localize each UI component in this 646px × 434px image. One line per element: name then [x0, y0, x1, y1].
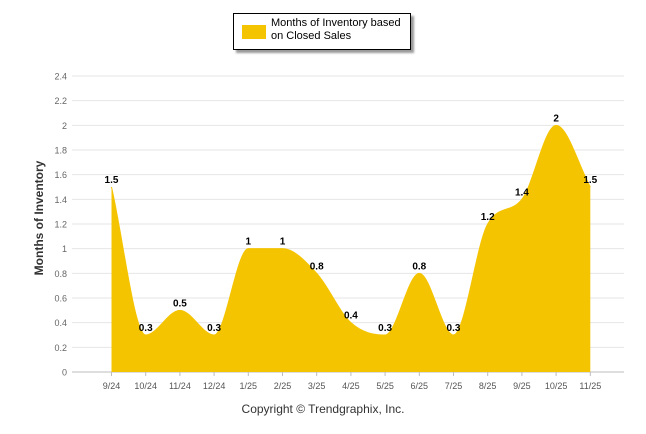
data-label: 0.8	[310, 261, 324, 272]
data-label: 1.4	[515, 187, 529, 198]
data-label: 0.3	[139, 323, 153, 334]
x-tick-label: 10/24	[134, 381, 157, 391]
data-label: 0.3	[378, 323, 392, 334]
x-tick-label: 9/24	[103, 381, 121, 391]
x-tick-label: 11/24	[169, 381, 191, 391]
data-label: 0.3	[207, 323, 221, 334]
x-tick-label: 5/25	[376, 381, 394, 391]
x-tick-label: 2/25	[274, 381, 292, 391]
y-tick-label: 0.2	[54, 343, 67, 353]
y-tick-label: 0	[62, 368, 67, 378]
data-label: 0.3	[447, 323, 461, 334]
x-tick-label: 4/25	[342, 381, 360, 391]
x-tick-label: 8/25	[479, 381, 497, 391]
series-line	[111, 124, 591, 336]
x-tick-label: 10/25	[545, 381, 568, 391]
y-tick-label: 1.6	[54, 170, 67, 180]
data-label: 1	[280, 237, 286, 248]
legend: Months of Inventory based on Closed Sale…	[233, 13, 411, 50]
y-tick-label: 1.2	[54, 220, 67, 230]
y-tick-label: 2	[62, 121, 67, 131]
legend-swatch	[242, 25, 266, 39]
y-tick-label: 0.4	[54, 318, 67, 328]
x-tick-label: 12/24	[203, 381, 226, 391]
y-tick-label: 0.6	[54, 294, 67, 304]
x-tick-label: 6/25	[411, 381, 429, 391]
x-tick-label: 9/25	[513, 381, 531, 391]
y-axis-title: Months of Inventory	[32, 160, 46, 276]
x-tick-label: 7/25	[445, 381, 463, 391]
data-label: 1.2	[481, 212, 495, 223]
data-label: 2	[553, 113, 559, 124]
y-tick-label: 1.8	[54, 146, 67, 156]
y-tick-label: 2.4	[54, 72, 67, 82]
x-tick-label: 3/25	[308, 381, 326, 391]
y-tick-label: 1.4	[54, 195, 67, 205]
data-label: 0.5	[173, 298, 187, 309]
data-label: 1.5	[105, 175, 119, 186]
legend-label: Months of Inventory based on Closed Sale…	[271, 17, 401, 42]
y-tick-label: 0.8	[54, 269, 67, 279]
y-tick-label: 2.2	[54, 96, 67, 106]
series-area	[111, 125, 591, 372]
x-tick-label: 11/25	[579, 381, 601, 391]
data-label: 1	[246, 237, 252, 248]
x-tick-label: 1/25	[240, 381, 258, 391]
copyright-credit: Copyright © Trendgraphix, Inc.	[241, 402, 405, 416]
data-label: 0.8	[412, 261, 426, 272]
data-label: 1.5	[583, 175, 597, 186]
y-tick-label: 1	[62, 244, 67, 254]
data-label: 0.4	[344, 311, 358, 322]
